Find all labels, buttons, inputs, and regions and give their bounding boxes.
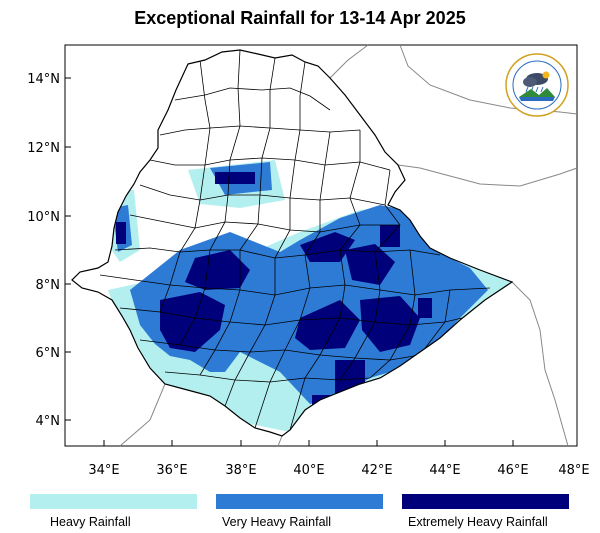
y-axis: 14°N 12°N 10°N 8°N 6°N 4°N <box>27 72 71 429</box>
y-tick-label: 10°N <box>27 210 60 225</box>
legend-label-extremely-heavy: Extremely Heavy Rainfall <box>408 515 548 529</box>
x-tick-label: 48°E <box>558 463 589 478</box>
legend-swatch-heavy <box>30 494 197 509</box>
y-tick-label: 12°N <box>27 141 60 156</box>
x-tick-label: 46°E <box>497 463 528 478</box>
y-tick-label: 6°N <box>36 346 61 361</box>
ethiopia-outline <box>71 49 514 437</box>
x-tick-label: 42°E <box>361 463 392 478</box>
x-tick-label: 44°E <box>429 463 460 478</box>
x-tick-label: 40°E <box>293 463 324 478</box>
x-tick-label: 36°E <box>156 463 187 478</box>
y-tick-label: 8°N <box>36 278 61 293</box>
legend-label-heavy: Heavy Rainfall <box>50 515 131 529</box>
neighbor-boundaries <box>119 44 578 447</box>
x-tick-label: 34°E <box>88 463 119 478</box>
zone-boundaries <box>99 50 491 431</box>
map-title: Exceptional Rainfall for 13-14 Apr 2025 <box>134 8 466 28</box>
y-tick-label: 4°N <box>36 414 61 429</box>
x-axis: 34°E 36°E 38°E 40°E 42°E 44°E 46°E 48°E <box>88 440 590 478</box>
legend-label-very-heavy: Very Heavy Rainfall <box>222 515 332 529</box>
x-tick-label: 38°E <box>225 463 256 478</box>
ethiopian-meteorology-institute-logo <box>505 53 569 117</box>
legend-swatch-extremely-heavy <box>402 494 569 509</box>
legend-swatch-very-heavy <box>216 494 383 509</box>
y-tick-label: 14°N <box>27 72 60 87</box>
